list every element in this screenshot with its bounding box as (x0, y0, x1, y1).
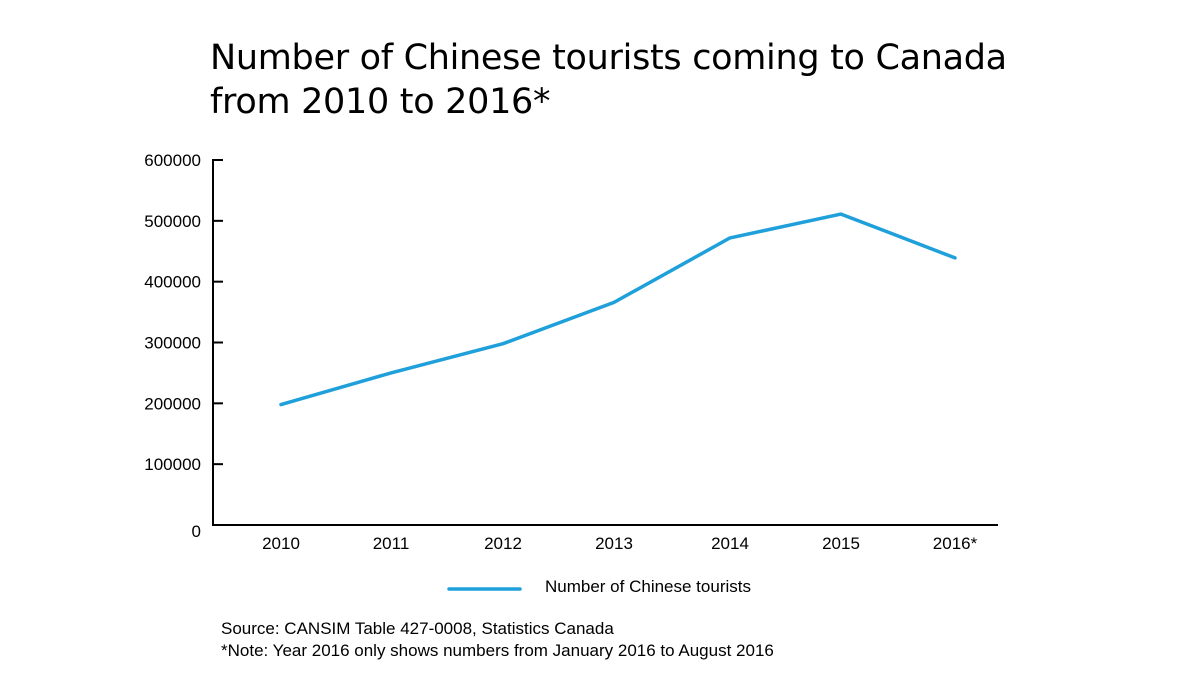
chart-title-line-1: Number of Chinese tourists coming to Can… (210, 38, 1007, 78)
y-tick-label-4: 400000 (144, 273, 201, 292)
series-line-0 (279, 212, 957, 407)
y-tick-label-2: 200000 (144, 394, 201, 413)
y-tick-label-0: 0 (192, 522, 201, 541)
period-note: *Note: Year 2016 only shows numbers from… (221, 641, 774, 660)
x-tick-label-4: 2014 (711, 534, 749, 553)
x-tick-label-2: 2012 (484, 534, 522, 553)
x-tick-label-3: 2013 (595, 534, 633, 553)
x-tick-label-1: 2011 (373, 534, 410, 553)
legend-label: Number of Chinese tourists (545, 577, 751, 596)
x-tick-label-6: 2016* (933, 534, 978, 553)
y-tick-label-1: 100000 (144, 455, 201, 474)
chart-title-line-2: from 2010 to 2016* (210, 82, 551, 122)
y-tick-label-6: 600000 (144, 151, 201, 170)
x-tick-label-0: 2010 (262, 534, 300, 553)
y-tick-label-3: 300000 (144, 334, 201, 353)
chart-footnotes: Source: CANSIM Table 427-0008, Statistic… (221, 618, 774, 662)
y-tick-label-5: 500000 (144, 212, 201, 231)
source-note: Source: CANSIM Table 427-0008, Statistic… (221, 619, 614, 638)
x-tick-label-5: 2015 (822, 534, 860, 553)
chart-title: Number of Chinese tourists coming to Can… (210, 36, 1110, 124)
